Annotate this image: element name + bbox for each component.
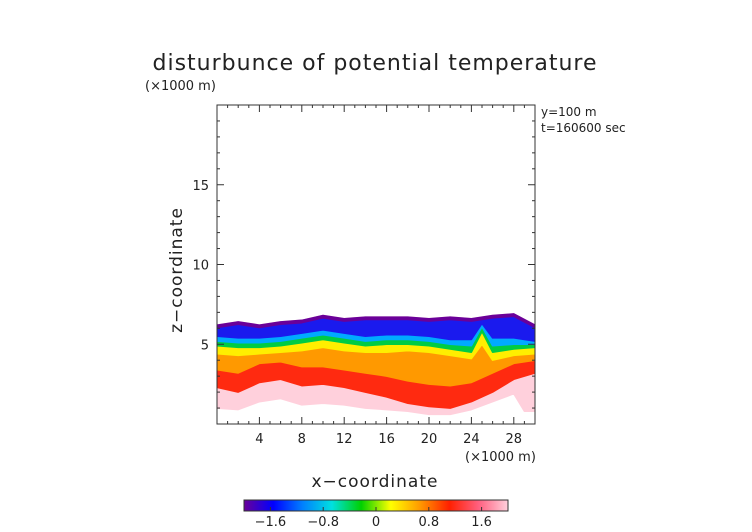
x-tick-label: 28 <box>506 432 523 447</box>
axis-ticks: 4 8 12 16 20 24 28 5 10 15 <box>192 105 535 447</box>
colorbar-tick-label: 0.8 <box>418 515 439 530</box>
x-tick-label: 8 <box>298 432 306 447</box>
x-tick-label: 4 <box>255 432 263 447</box>
chart-title: disturbunce of potential temperature <box>153 51 598 76</box>
contour-band-7 <box>217 313 535 329</box>
colorbar-tick-label: −1.6 <box>255 515 287 530</box>
annotation-y: y=100 m <box>541 105 597 119</box>
contour-fill-layers <box>217 313 535 416</box>
x-tick-label: 12 <box>336 432 353 447</box>
y-tick-label: 10 <box>192 259 209 274</box>
y-unit-label: (×1000 m) <box>145 79 216 94</box>
colorbar-tick-label: 1.6 <box>471 515 492 530</box>
x-tick-label: 16 <box>378 432 395 447</box>
x-axis-label: x−coordinate <box>312 472 439 492</box>
colorbar-tick-label: 0 <box>372 515 380 530</box>
y-axis-label: z−coordinate <box>167 207 187 333</box>
x-unit-label: (×1000 m) <box>465 450 536 465</box>
y-tick-label: 5 <box>201 338 209 353</box>
x-tick-label: 20 <box>421 432 438 447</box>
annotation-time: t=160600 sec <box>541 121 626 135</box>
colorbar-ticks: −1.6 −0.8 0 0.8 1.6 <box>255 507 492 530</box>
y-tick-label: 15 <box>192 179 209 194</box>
colorbar-tick-label: −0.8 <box>307 515 339 530</box>
x-tick-label: 24 <box>463 432 480 447</box>
